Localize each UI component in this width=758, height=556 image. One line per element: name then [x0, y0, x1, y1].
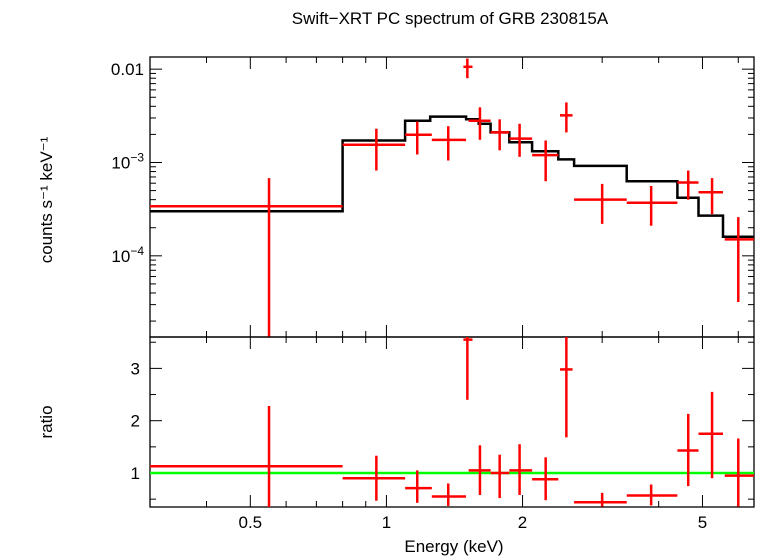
- y-tick-label: 0.01: [111, 60, 144, 79]
- data-point: [677, 170, 699, 200]
- data-point: [463, 58, 473, 79]
- ratio-point: [698, 391, 723, 479]
- ratio-point: [490, 454, 510, 499]
- ratio-point: [724, 438, 754, 507]
- x-tick-label: 1: [382, 513, 391, 532]
- y-tick-label: 3: [131, 359, 140, 378]
- ratio-point: [509, 444, 533, 495]
- ratio-point: [342, 455, 406, 501]
- data-point: [405, 121, 432, 155]
- ratio-point: [431, 483, 467, 506]
- ratio-point: [559, 337, 573, 438]
- x-axis-label: Energy (keV): [404, 537, 503, 556]
- bottom-panel-frame: [149, 336, 755, 508]
- bottom-panel-ylabel: ratio: [37, 405, 56, 438]
- data-point: [724, 217, 754, 303]
- ratio-point: [626, 484, 678, 506]
- x-tick-label: 5: [698, 513, 707, 532]
- top-panel-ylabel: counts s⁻¹ keV⁻¹: [37, 136, 56, 263]
- data-point: [532, 140, 559, 182]
- y-tick-label: 1: [131, 464, 140, 483]
- ratio-point: [463, 337, 473, 400]
- ratio-point: [677, 413, 699, 487]
- data-point: [626, 186, 678, 226]
- y-tick-label: 10−3: [111, 150, 144, 172]
- ratio-point: [532, 457, 559, 501]
- data-point: [468, 107, 491, 140]
- data-point: [150, 178, 343, 337]
- ratio-point: [574, 492, 627, 507]
- chart-title: Swift−XRT PC spectrum of GRB 230815A: [292, 9, 609, 28]
- data-point: [559, 102, 573, 133]
- x-tick-label: 0.5: [238, 513, 262, 532]
- data-point: [574, 183, 627, 224]
- data-point: [509, 123, 533, 157]
- bottom-panel: 0.5 1 2 5 1 2 3: [131, 336, 755, 532]
- ratio-point: [405, 470, 432, 503]
- top-panel: 0.01 10−3 10−4: [111, 56, 755, 338]
- y-tick-label: 10−4: [111, 244, 144, 266]
- data-point: [431, 126, 467, 161]
- ratio-point: [468, 445, 491, 495]
- data-point: [490, 119, 510, 151]
- ratio-point: [150, 406, 343, 507]
- y-tick-label: 2: [131, 412, 140, 431]
- data-point: [698, 178, 723, 215]
- x-tick-label: 2: [518, 513, 527, 532]
- data-point: [342, 128, 406, 171]
